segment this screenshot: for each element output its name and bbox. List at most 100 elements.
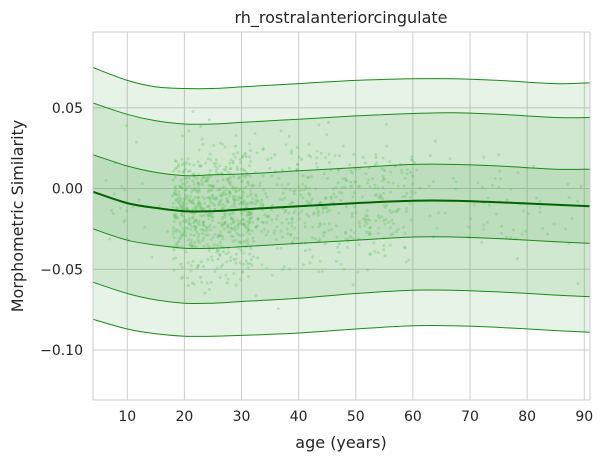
scatter-point bbox=[480, 240, 484, 244]
scatter-point bbox=[197, 182, 201, 186]
scatter-point bbox=[223, 222, 227, 226]
scatter-point bbox=[193, 188, 197, 192]
scatter-point bbox=[383, 169, 386, 172]
scatter-point bbox=[500, 231, 503, 235]
scatter-point bbox=[391, 209, 395, 213]
scatter-point bbox=[315, 165, 319, 169]
scatter-point bbox=[354, 180, 357, 184]
scatter-point bbox=[256, 217, 260, 221]
scatter-point bbox=[226, 225, 230, 229]
scatter-point bbox=[402, 184, 406, 188]
scatter-point bbox=[209, 174, 213, 178]
scatter-point bbox=[410, 189, 413, 193]
scatter-point bbox=[293, 226, 297, 230]
scatter-point bbox=[490, 183, 494, 187]
scatter-point bbox=[368, 252, 372, 256]
scatter-point bbox=[226, 277, 230, 281]
scatter-point bbox=[382, 248, 386, 252]
scatter-point bbox=[229, 255, 233, 259]
scatter-point bbox=[322, 231, 325, 234]
scatter-point bbox=[239, 219, 243, 223]
scatter-point bbox=[207, 287, 211, 291]
scatter-point bbox=[305, 199, 309, 203]
scatter-point bbox=[187, 176, 191, 180]
scatter-point bbox=[236, 198, 240, 202]
scatter-point bbox=[238, 161, 242, 165]
scatter-point bbox=[177, 237, 181, 241]
scatter-point bbox=[237, 195, 241, 199]
scatter-point bbox=[226, 223, 230, 227]
scatter-point bbox=[307, 192, 310, 196]
scatter-point bbox=[234, 190, 238, 194]
scatter-point bbox=[283, 196, 287, 200]
scatter-point bbox=[321, 207, 325, 211]
scatter-point bbox=[174, 243, 178, 247]
scatter-point bbox=[176, 216, 180, 220]
scatter-point bbox=[292, 236, 296, 240]
scatter-point bbox=[185, 206, 189, 210]
scatter-point bbox=[201, 228, 205, 232]
scatter-point bbox=[181, 275, 185, 279]
scatter-point bbox=[243, 223, 247, 226]
scatter-point bbox=[202, 220, 206, 224]
scatter-point bbox=[200, 181, 204, 185]
scatter-point bbox=[386, 180, 390, 184]
scatter-point bbox=[322, 234, 326, 238]
scatter-point bbox=[188, 169, 192, 173]
scatter-point bbox=[246, 238, 249, 242]
scatter-point bbox=[252, 255, 256, 259]
scatter-point bbox=[268, 166, 272, 170]
scatter-point bbox=[237, 246, 241, 250]
scatter-point bbox=[372, 241, 376, 245]
scatter-point bbox=[240, 213, 244, 217]
scatter-point bbox=[199, 205, 203, 209]
scatter-point bbox=[209, 201, 213, 204]
scatter-point bbox=[197, 232, 201, 236]
plot-frame bbox=[92, 31, 591, 401]
scatter-point bbox=[322, 222, 326, 226]
scatter-point bbox=[435, 226, 439, 230]
x-axis-label: age (years) bbox=[295, 433, 386, 452]
scatter-point bbox=[241, 202, 245, 206]
scatter-point bbox=[196, 235, 200, 239]
scatter-point bbox=[255, 200, 259, 204]
scatter-point bbox=[174, 256, 178, 260]
scatter-point bbox=[365, 214, 369, 218]
scatter-point bbox=[287, 211, 291, 215]
scatter-point bbox=[219, 240, 222, 244]
scatter-point bbox=[403, 194, 407, 198]
scatter-point bbox=[183, 163, 187, 167]
scatter-point bbox=[218, 200, 222, 204]
scatter-point bbox=[202, 229, 206, 233]
scatter-point bbox=[387, 220, 391, 224]
scatter-point bbox=[358, 225, 362, 229]
scatter-point bbox=[221, 237, 225, 241]
scatter-point bbox=[225, 260, 229, 264]
scatter-point bbox=[221, 215, 225, 219]
scatter-point bbox=[396, 184, 400, 188]
scatter-point bbox=[186, 226, 190, 230]
scatter-point bbox=[344, 205, 348, 208]
scatter-point bbox=[209, 184, 213, 188]
scatter-point bbox=[368, 218, 372, 222]
scatter-point bbox=[207, 249, 211, 253]
scatter-point bbox=[358, 222, 361, 226]
scatter-point bbox=[300, 157, 304, 161]
scatter-point bbox=[209, 280, 213, 284]
scatter-point bbox=[273, 229, 277, 233]
scatter-point bbox=[186, 194, 190, 198]
scatter-point bbox=[187, 198, 191, 202]
scatter-point bbox=[199, 164, 203, 168]
scatter-point bbox=[260, 229, 263, 233]
scatter-point bbox=[249, 189, 252, 193]
scatter-point bbox=[289, 151, 293, 155]
scatter-point bbox=[520, 232, 524, 236]
scatter-point bbox=[203, 180, 207, 184]
scatter-point bbox=[373, 250, 377, 253]
scatter-point bbox=[285, 227, 289, 231]
scatter-point bbox=[254, 294, 258, 298]
scatter-point bbox=[312, 212, 315, 216]
scatter-point bbox=[538, 210, 542, 214]
scatter-point bbox=[222, 168, 226, 171]
